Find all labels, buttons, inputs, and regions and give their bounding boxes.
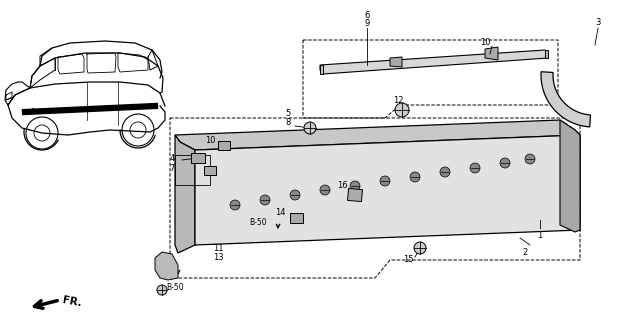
Text: 4: 4	[169, 154, 175, 163]
Text: B-50: B-50	[166, 284, 184, 292]
Polygon shape	[155, 252, 178, 280]
Circle shape	[260, 195, 270, 205]
Circle shape	[380, 176, 390, 186]
Text: 2: 2	[522, 247, 528, 257]
Text: 7: 7	[169, 164, 175, 172]
Text: 6: 6	[365, 11, 370, 20]
Polygon shape	[175, 135, 195, 253]
Polygon shape	[545, 50, 548, 58]
Polygon shape	[195, 135, 580, 245]
Text: 15: 15	[403, 255, 413, 265]
Polygon shape	[347, 188, 363, 202]
Polygon shape	[191, 153, 205, 163]
Text: 8: 8	[286, 117, 290, 126]
Text: 3: 3	[595, 18, 601, 27]
Text: 16: 16	[337, 180, 347, 189]
Polygon shape	[541, 72, 590, 127]
Circle shape	[157, 285, 167, 295]
Polygon shape	[485, 47, 498, 60]
Circle shape	[470, 163, 480, 173]
Text: 11: 11	[213, 244, 223, 252]
Polygon shape	[218, 140, 230, 149]
Circle shape	[410, 172, 420, 182]
Circle shape	[440, 167, 450, 177]
Text: 10: 10	[480, 37, 490, 46]
Circle shape	[230, 200, 240, 210]
Polygon shape	[290, 213, 303, 223]
Text: 1: 1	[538, 230, 543, 239]
Circle shape	[350, 181, 360, 191]
Circle shape	[395, 103, 409, 117]
Polygon shape	[560, 120, 580, 232]
Text: 14: 14	[275, 207, 286, 217]
Text: B-50: B-50	[249, 218, 267, 227]
Circle shape	[290, 190, 300, 200]
Text: FR.: FR.	[62, 295, 83, 308]
Circle shape	[304, 122, 316, 134]
Polygon shape	[320, 50, 548, 74]
Text: 5: 5	[286, 108, 290, 117]
Polygon shape	[204, 165, 216, 174]
Text: 10: 10	[205, 135, 215, 145]
Circle shape	[320, 185, 330, 195]
Circle shape	[500, 158, 510, 168]
Text: 9: 9	[365, 19, 370, 28]
Polygon shape	[390, 57, 402, 67]
Polygon shape	[175, 120, 580, 150]
Text: 13: 13	[213, 253, 223, 262]
Text: 12: 12	[393, 95, 404, 105]
Circle shape	[414, 242, 426, 254]
Polygon shape	[320, 65, 323, 74]
Circle shape	[525, 154, 535, 164]
